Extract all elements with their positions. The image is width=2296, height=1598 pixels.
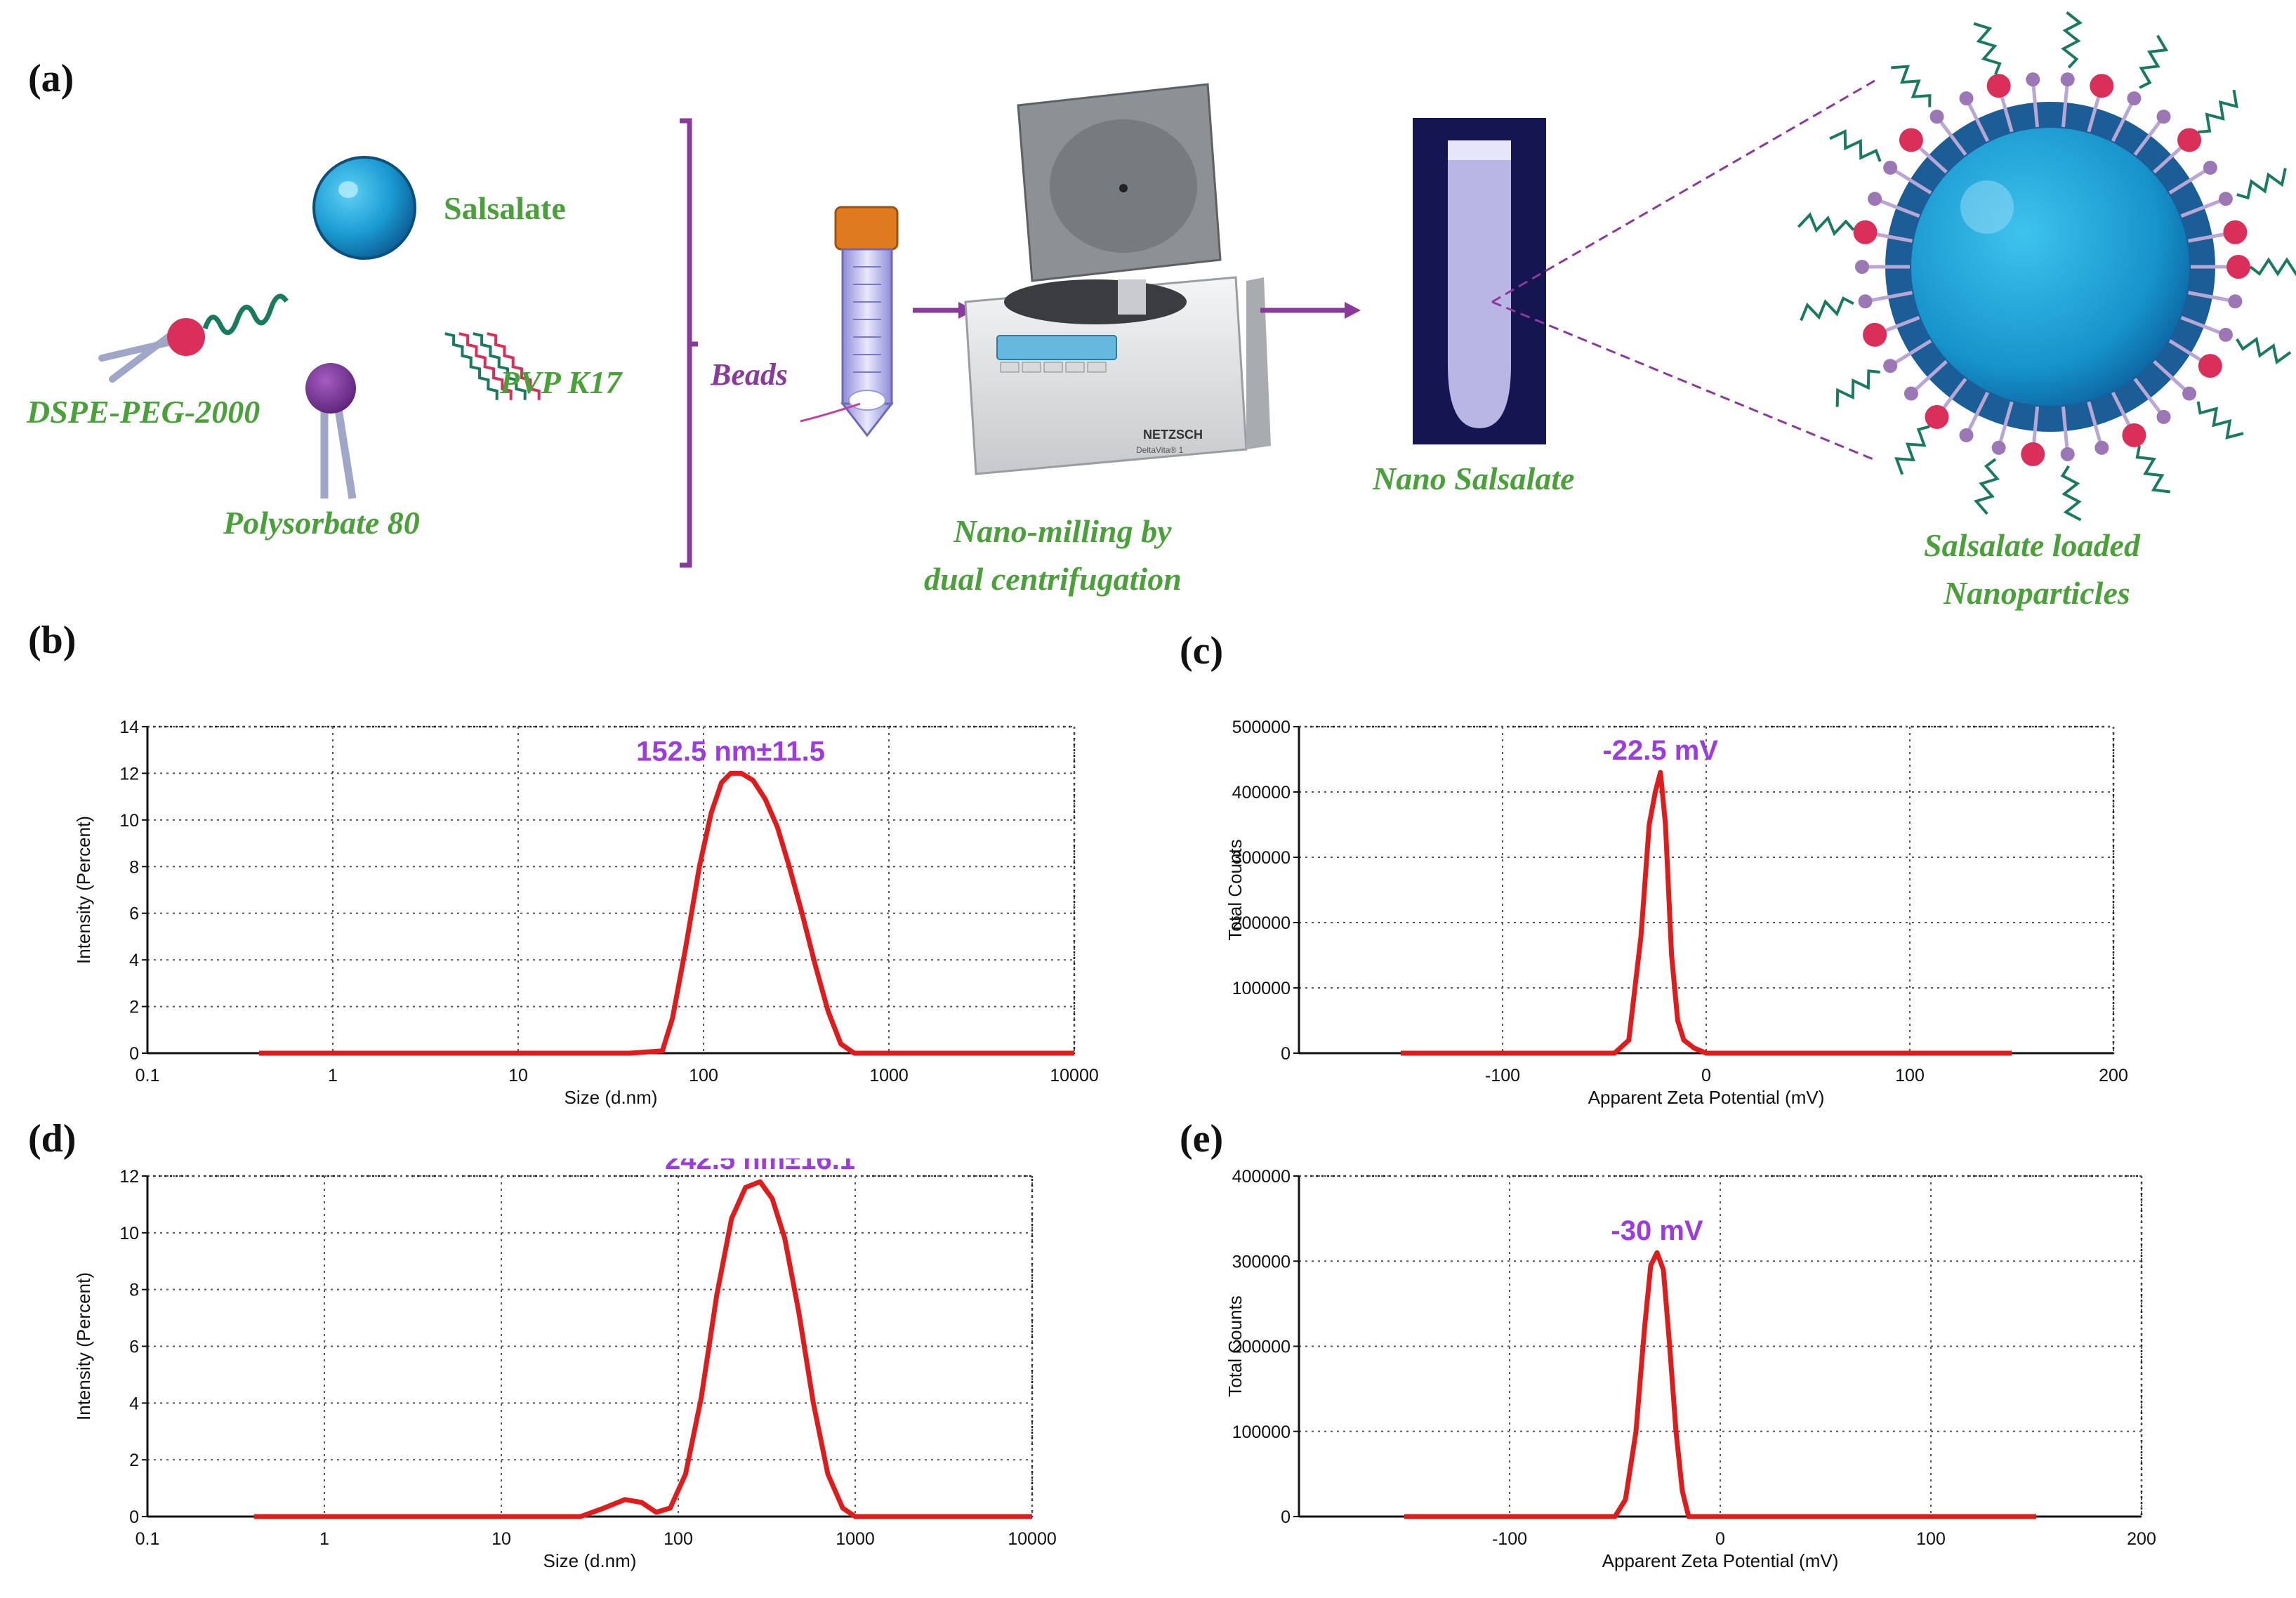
peak-annotation: -22.5 mV	[1602, 735, 1718, 766]
zeta-potential-chart-e: -100 0 100 200 0 100000 200000 300000 400000 Appa…	[1225, 1167, 2156, 1571]
pvp-label: PVP K17	[500, 364, 622, 400]
x-tick-label: 0.1	[136, 1529, 160, 1549]
loaded-np-label-line2: Nanoparticles	[1944, 575, 2130, 611]
x-tick-label: 0	[1715, 1529, 1725, 1549]
peak-annotation: 242.5 nm±16.1	[665, 1158, 855, 1175]
x-axis-label: Size (d.nm)	[565, 1087, 658, 1108]
y-tick-label: 4	[129, 951, 139, 970]
x-tick-label: 10000	[1008, 1529, 1057, 1549]
device-brand: NETZSCH	[1143, 428, 1203, 442]
panel-label-e: (e)	[1180, 1117, 1224, 1161]
y-tick-label: 100000	[1232, 979, 1291, 998]
x-tick-label: 0.1	[136, 1066, 160, 1085]
x-tick-label: 100	[664, 1529, 693, 1549]
y-tick-label: 2	[129, 1451, 139, 1470]
y-tick-label: 2	[129, 998, 139, 1017]
polysorbate-icon	[305, 363, 357, 499]
panel-label-b: (b)	[28, 619, 77, 662]
panel-label-c: (c)	[1180, 629, 1224, 673]
y-tick-label: 4	[129, 1394, 139, 1413]
salsalate-sphere-icon	[312, 156, 416, 260]
y-tick-label: 400000	[1232, 1167, 1291, 1187]
dspe-peg-icon	[98, 293, 289, 383]
size-distribution-chart-d: 0.1 1 10 100 1000 10000 0 2 4 6 8 10 12 Size (d.nm) In…	[73, 1158, 1057, 1571]
x-tick-label: 10000	[1050, 1066, 1099, 1085]
panel-label-a: (a)	[28, 57, 74, 100]
plot-frame	[1298, 725, 2115, 1055]
peak-annotation: -30 mV	[1611, 1215, 1703, 1246]
panel-label-d: (d)	[28, 1117, 77, 1161]
bracket-icon	[680, 118, 692, 568]
y-tick-label: 6	[129, 1338, 139, 1357]
loaded-nanoparticle-icon	[1797, 11, 2296, 522]
y-tick-label: 300000	[1232, 848, 1291, 868]
y-tick-label: 8	[129, 1281, 139, 1300]
x-tick-label: 1	[319, 1529, 329, 1549]
polysorbate-label: Polysorbate 80	[223, 505, 420, 541]
y-axis-label: Total Counts	[1225, 1295, 1246, 1397]
y-tick-label: 10	[119, 811, 139, 831]
y-tick-label: 10	[119, 1224, 139, 1243]
series-line	[1401, 770, 2012, 1056]
nano-milling-label-line1: Nano-milling by	[954, 513, 1172, 549]
arrow-right-icon	[1260, 302, 1361, 319]
x-tick-label: 1000	[869, 1066, 909, 1085]
x-tick-label: 10	[508, 1066, 528, 1085]
y-axis-label: Intensity (Percent)	[73, 816, 94, 964]
x-tick-label: 100	[1895, 1066, 1925, 1085]
y-tick-label: 6	[129, 904, 139, 924]
y-axis-label: Total Counts	[1225, 839, 1246, 941]
y-tick-label: 200000	[1232, 913, 1291, 933]
y-tick-label: 14	[119, 718, 139, 737]
x-tick-label: 1	[328, 1066, 338, 1085]
y-tick-label: 0	[1281, 1507, 1291, 1527]
zoom-line	[1491, 301, 1875, 461]
series-line	[258, 770, 1074, 1056]
x-tick-label: 100	[689, 1066, 718, 1085]
x-axis-label: Apparent Zeta Potential (mV)	[1588, 1087, 1825, 1108]
y-tick-label: 500000	[1232, 718, 1291, 737]
x-axis-label: Size (d.nm)	[543, 1550, 637, 1571]
nano-milling-label-line2: dual centrifugation	[924, 561, 1182, 597]
falcon-tube-icon	[800, 206, 899, 437]
pvp-icon	[444, 332, 541, 400]
series-line	[253, 1179, 1032, 1519]
size-distribution-chart-b: 0.1 1 10 100 1000 10000 0 2 4 6 8 10 12 14 Size (d.nm)…	[73, 718, 1099, 1108]
y-tick-label: 0	[129, 1044, 139, 1064]
zoom-line	[1491, 79, 1875, 303]
x-tick-label: 200	[2127, 1529, 2156, 1549]
zeta-potential-chart-c: -100 0 100 200 0 100000 200000 300000 400000 5000…	[1225, 718, 2128, 1108]
plot-frame	[146, 725, 1076, 1055]
x-tick-label: 200	[2099, 1066, 2128, 1085]
y-tick-label: 0	[1281, 1044, 1291, 1064]
peak-annotation: 152.5 nm±11.5	[636, 736, 825, 767]
y-tick-label: 0	[129, 1507, 139, 1527]
x-tick-label: -100	[1485, 1066, 1520, 1085]
nano-salsalate-photo	[1413, 118, 1546, 444]
y-tick-label: 100000	[1232, 1422, 1291, 1442]
x-axis-label: Apparent Zeta Potential (mV)	[1602, 1550, 1839, 1571]
x-tick-label: 1000	[836, 1529, 875, 1549]
nano-salsalate-label: Nano Salsalate	[1373, 461, 1575, 496]
series-line	[1404, 1250, 2036, 1519]
x-tick-label: 100	[1916, 1529, 1946, 1549]
loaded-np-label-line1: Salsalate loaded	[1924, 527, 2140, 563]
y-tick-label: 12	[119, 764, 139, 784]
schematic-drawing: NETZSCH DeltaVita® 1	[98, 11, 2296, 568]
x-tick-label: -100	[1492, 1529, 1527, 1549]
y-axis-label: Intensity (Percent)	[73, 1272, 94, 1420]
y-tick-label: 200000	[1232, 1338, 1291, 1357]
centrifuge-icon: NETZSCH DeltaVita® 1	[964, 83, 1271, 475]
device-model: DeltaVita® 1	[1136, 445, 1184, 455]
y-tick-label: 12	[119, 1167, 139, 1187]
salsalate-label: Salsalate	[444, 190, 566, 226]
y-tick-label: 8	[129, 857, 139, 877]
y-tick-label: 400000	[1232, 783, 1291, 803]
y-tick-label: 300000	[1232, 1252, 1291, 1272]
dspe-peg-label: DSPE-PEG-2000	[27, 394, 260, 430]
x-tick-label: 10	[491, 1529, 511, 1549]
x-tick-label: 0	[1701, 1066, 1711, 1085]
beads-label: Beads	[711, 357, 788, 392]
